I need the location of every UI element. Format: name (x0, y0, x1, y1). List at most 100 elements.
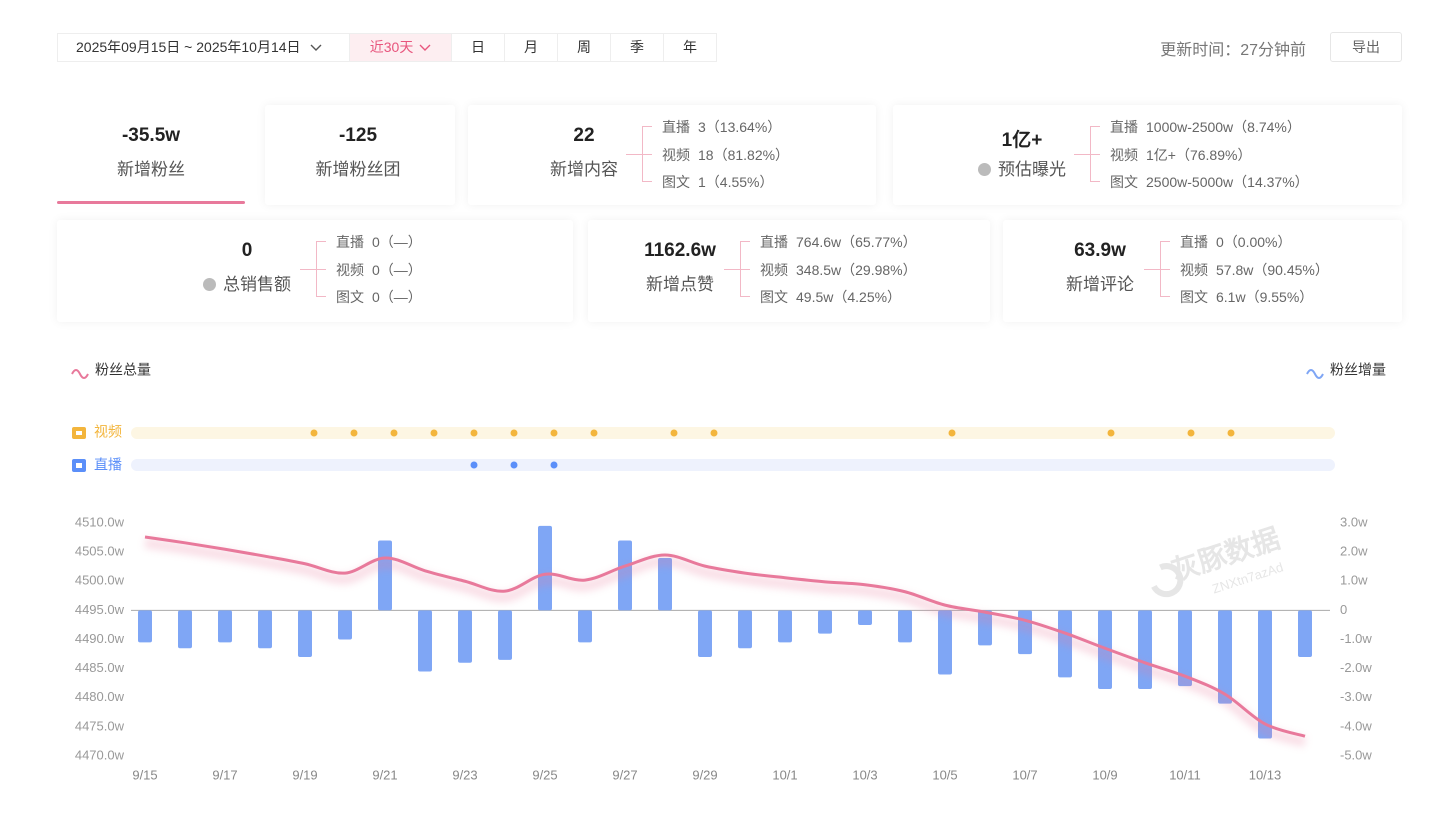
breakdown-value: 764.6w（65.77%） (796, 234, 917, 250)
dropdown-icon (310, 44, 322, 51)
metric-label-text: 新增评论 (1066, 275, 1134, 294)
metric-value: -35.5w (121, 125, 181, 146)
breakdown-label: 直播 (760, 234, 788, 250)
metric-value: 1162.6w (644, 240, 716, 261)
breakdown-row: 直播 764.6w（65.77%） (760, 232, 925, 252)
breakdown-label: 视频 (760, 262, 788, 278)
breakdown-row: 视频 1亿+（76.89%） (1110, 145, 1259, 165)
active-underline (57, 201, 245, 204)
breakdown-label: 直播 (662, 119, 690, 135)
tab[interactable]: 年 (664, 33, 717, 62)
tree-line (1090, 126, 1091, 181)
metric-label: 新增粉丝 (117, 155, 185, 180)
breakdown-value: 1亿+（76.89%） (1146, 147, 1252, 163)
breakdown-label: 视频 (336, 262, 364, 278)
tree-line (642, 126, 643, 181)
breakdown-value: 6.1w（9.55%） (1216, 289, 1314, 305)
breakdown-value: 1（4.55%） (698, 174, 774, 190)
tab[interactable]: 近30天 (350, 33, 452, 62)
breakdown-row: 视频 18（81.82%） (662, 145, 797, 165)
breakdown-value: 2500w-5000w（14.37%） (1146, 174, 1309, 190)
tree-line (724, 269, 740, 270)
tree-line (740, 241, 750, 242)
tab[interactable]: 月 (505, 33, 558, 62)
date-range-text: 2025年09月15日 ~ 2025年10月14日 (76, 39, 301, 55)
metric-card (57, 220, 573, 322)
breakdown-row: 视频 348.5w（29.98%） (760, 260, 925, 280)
tree-line (642, 154, 652, 155)
metric-value: -125 (338, 125, 378, 146)
breakdown-label: 直播 (1180, 234, 1208, 250)
metric-label: 预估曝光 (978, 155, 1066, 180)
breakdown-label: 图文 (760, 289, 788, 305)
metric-card (1003, 220, 1402, 322)
breakdown-value: 57.8w（90.45%） (1216, 262, 1329, 278)
breakdown-row: 直播 0（—） (336, 232, 430, 252)
tab[interactable]: 季 (611, 33, 664, 62)
breakdown-value: 3（13.64%） (698, 119, 782, 135)
breakdown-value: 0（0.00%） (1216, 234, 1292, 250)
metric-label-text: 新增粉丝 (117, 160, 185, 179)
export-button[interactable]: 导出 (1330, 32, 1402, 62)
breakdown-label: 视频 (1110, 147, 1138, 163)
metric-value: 0 (241, 240, 253, 261)
metric-label: 新增内容 (550, 155, 618, 180)
help-icon (978, 163, 991, 176)
tree-line (1160, 296, 1170, 297)
breakdown-row: 直播 3（13.64%） (662, 117, 789, 137)
breakdown-row: 直播 0（0.00%） (1180, 232, 1299, 252)
breakdown-row: 视频 57.8w（90.45%） (1180, 260, 1337, 280)
metric-label-text: 新增点赞 (646, 275, 714, 294)
tree-line (1160, 241, 1170, 242)
date-range[interactable]: 2025年09月15日 ~ 2025年10月14日 (57, 33, 350, 62)
breakdown-label: 图文 (662, 174, 690, 190)
breakdown-label: 视频 (1180, 262, 1208, 278)
tree-line (1090, 126, 1100, 127)
breakdown-value: 0（—） (372, 289, 422, 305)
breakdown-label: 直播 (1110, 119, 1138, 135)
breakdown-label: 直播 (336, 234, 364, 250)
metric-card (468, 105, 876, 205)
breakdown-row: 直播 1000w-2500w（8.74%） (1110, 117, 1309, 137)
tree-line (316, 296, 326, 297)
tree-line (642, 126, 652, 127)
tree-line (1090, 181, 1100, 182)
tree-line (1090, 154, 1100, 155)
metric-value: 22 (573, 125, 595, 146)
breakdown-label: 图文 (1180, 289, 1208, 305)
breakdown-row: 图文 49.5w（4.25%） (760, 287, 909, 307)
breakdown-label: 视频 (662, 147, 690, 163)
metric-label-text: 新增粉丝团 (315, 160, 401, 179)
tree-line (1074, 154, 1090, 155)
metric-label-text: 新增内容 (550, 160, 618, 179)
metric-value: 63.9w (1074, 240, 1126, 261)
breakdown-row: 图文 0（—） (336, 287, 430, 307)
breakdown-value: 49.5w（4.25%） (796, 289, 902, 305)
breakdown-label: 图文 (336, 289, 364, 305)
tree-line (1160, 269, 1170, 270)
metric-label: 新增点赞 (646, 270, 714, 295)
tree-line (740, 296, 750, 297)
metric-card (57, 105, 245, 205)
metric-card (265, 105, 455, 205)
breakdown-row: 图文 2500w-5000w（14.37%） (1110, 172, 1317, 192)
tree-line (740, 241, 741, 296)
tab[interactable]: 周 (558, 33, 611, 62)
dropdown-icon (419, 44, 431, 51)
tree-line (1144, 269, 1160, 270)
tab-text: 近30天 (369, 39, 414, 55)
breakdown-value: 1000w-2500w（8.74%） (1146, 119, 1301, 135)
breakdown-row: 图文 6.1w（9.55%） (1180, 287, 1321, 307)
tree-line (626, 154, 642, 155)
tree-line (316, 269, 326, 270)
tree-line (740, 269, 750, 270)
tree-line (316, 241, 326, 242)
tree-line (316, 241, 317, 296)
metric-card (588, 220, 990, 322)
metric-label: 新增评论 (1066, 270, 1134, 295)
tree-line (1160, 241, 1161, 296)
breakdown-value: 18（81.82%） (698, 147, 790, 163)
tab[interactable]: 日 (452, 33, 505, 62)
